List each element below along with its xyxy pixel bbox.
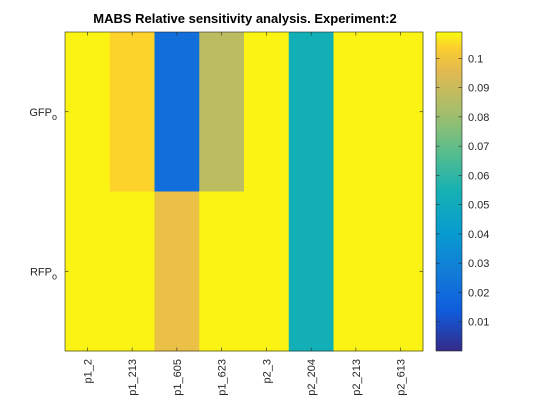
heatmap-cell — [244, 191, 290, 352]
colorbar-tick-label: 0.02 — [468, 287, 489, 299]
plot-frame — [64, 31, 424, 352]
colorbar-tick-label: 0.1 — [468, 53, 483, 65]
y-tick-label: GFPo — [29, 107, 57, 122]
heatmap-cell — [333, 191, 379, 352]
chart-title: MABS Relative sensitivity analysis. Expe… — [93, 11, 396, 26]
heatmap-cell — [109, 32, 155, 192]
heatmap-cell — [199, 32, 245, 192]
colorbar-tick-label: 0.09 — [468, 83, 489, 95]
y-tick-label-subscript: o — [52, 271, 57, 281]
heatmap-cell — [378, 191, 424, 352]
y-tick-label: RFPo — [30, 266, 57, 281]
colorbar-tick-label: 0.08 — [468, 112, 489, 124]
heatmap-cells — [65, 32, 424, 352]
heatmap-cell — [109, 191, 155, 352]
heatmap-cell — [288, 191, 334, 352]
colorbar-tick-label: 0.01 — [468, 317, 489, 329]
x-tick-label: p1_605 — [172, 359, 184, 396]
colorbar-tick-label: 0.07 — [468, 141, 489, 153]
colorbar-tick-label: 0.06 — [468, 170, 489, 182]
heatmap-cell — [65, 32, 111, 192]
x-tick-label: p1_2 — [82, 359, 94, 383]
heatmap-cell — [288, 32, 334, 192]
x-tick-label: p2_204 — [306, 359, 318, 396]
colorbar — [435, 31, 463, 352]
x-tick-label: p1_213 — [127, 359, 139, 396]
colorbar-ticks: 0.01 0.02 0.03 0.04 0.05 0.06 0.07 0.08 0.09 0.1 — [436, 53, 489, 329]
y-tick-label-base: RFP — [30, 266, 52, 278]
heatmap-cell — [244, 32, 290, 192]
colorbar-tick-label: 0.04 — [468, 229, 489, 241]
heatmap-cell — [65, 191, 111, 352]
heatmap-cell — [378, 32, 424, 192]
heatmap-cell — [199, 191, 245, 352]
colorbar-tick-label: 0.03 — [468, 258, 489, 270]
heatmap-cell — [154, 191, 200, 352]
heatmap-cell — [154, 32, 200, 192]
colorbar-tick-label: 0.05 — [468, 200, 489, 212]
x-tick-label: p2_3 — [261, 359, 273, 383]
y-tick-label-base: GFP — [29, 107, 52, 119]
x-tick-labels: p1_2 p1_213 p1_605 p1_623 p2_3 p2_204 p2_213 p2… — [82, 359, 407, 396]
x-tick-label: p1_623 — [217, 359, 229, 396]
axis-ticks — [65, 32, 423, 351]
heatmap-cell — [333, 32, 379, 192]
x-tick-label: p2_613 — [396, 359, 408, 396]
y-tick-label-subscript: o — [52, 112, 57, 122]
x-tick-label: p2_213 — [351, 359, 363, 396]
